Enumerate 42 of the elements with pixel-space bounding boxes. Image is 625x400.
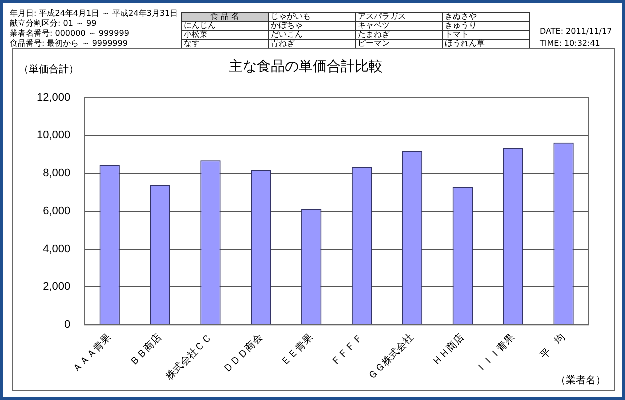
- x-tick-label: 平 均: [538, 332, 568, 362]
- text: 食品番号: 最初から ～ 9999999: [10, 39, 129, 49]
- x-tick-label: ＩＩＩ青果: [473, 332, 518, 376]
- y-tick-label: 2,000: [43, 281, 71, 294]
- text: 食 品 名: [182, 12, 268, 22]
- text: アスパラガス: [356, 12, 442, 22]
- text: TIME: 10:32:41: [540, 38, 602, 50]
- y-axis-title: （単価合計）: [19, 64, 79, 76]
- x-tick-label: ＦＦＦＦ: [330, 332, 366, 369]
- text: だいこん: [268, 30, 356, 40]
- y-tick-label: 6,000: [43, 205, 71, 218]
- y-tick-label: 10,000: [36, 130, 71, 142]
- text: きぬさや: [442, 12, 530, 22]
- text: なす: [182, 39, 268, 48]
- text: たまねぎ: [356, 30, 442, 40]
- text: かぼちゃ: [268, 21, 356, 30]
- text: 年月日: 平成24年4月1日 ～ 平成24年3月31日: [10, 9, 178, 19]
- x-tick-label: ＥＥ青果: [278, 332, 316, 369]
- text: 献立分割区分: 01 ～ 99: [10, 19, 98, 29]
- x-tick-label: ＢＢ商店: [127, 332, 164, 369]
- text: トマト: [442, 30, 530, 40]
- y-tick-label: 0: [64, 319, 71, 332]
- text: じゃがいも: [268, 12, 356, 22]
- chart-title: 主な食品の単価合計比較: [229, 59, 383, 76]
- y-tick-label: 4,000: [43, 243, 71, 256]
- text: 業者名番号: 000000 ～ 999999: [10, 29, 130, 39]
- text: ピーマン: [356, 39, 442, 48]
- text: 小松菜: [182, 30, 268, 40]
- x-tick-label: ＤＤＤ商会: [221, 332, 266, 376]
- text: ほうれん草: [442, 39, 530, 48]
- y-tick-label: 12,000: [36, 92, 71, 104]
- x-tick-label: ＡＡＡ青果: [70, 332, 114, 376]
- x-tick-label: ＨＨ商店: [430, 332, 467, 369]
- text: きゅうり: [442, 21, 530, 30]
- x-tick-label: ＧＧ株式会社: [366, 332, 416, 383]
- x-tick-label: 株式会社ＣＣ: [163, 332, 215, 384]
- text: DATE: 2011/11/17: [540, 26, 612, 38]
- x-axis-title: （業者名）: [556, 374, 606, 387]
- y-tick-label: 8,000: [43, 168, 71, 180]
- text: キャベツ: [356, 21, 442, 30]
- text: 青ねぎ: [268, 39, 356, 48]
- text: にんじん: [182, 21, 268, 30]
